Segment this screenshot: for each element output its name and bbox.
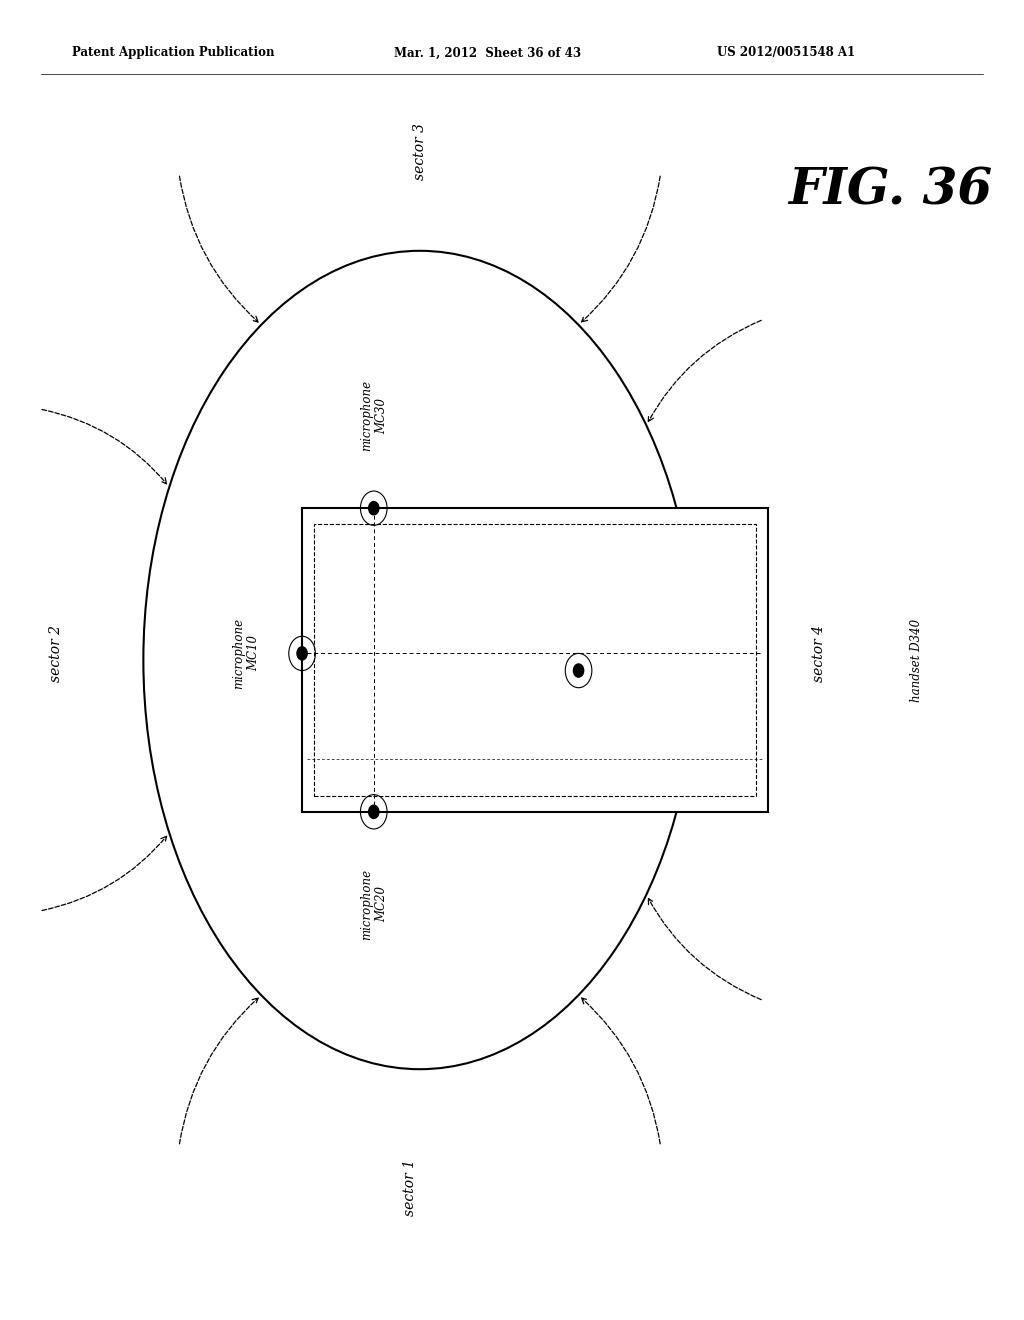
Text: microphone
MC40: microphone MC40 [641,635,670,706]
Bar [302,508,768,812]
Text: microphone
MC30: microphone MC30 [359,380,388,451]
Circle shape [297,647,307,660]
Text: sector 4: sector 4 [812,624,826,682]
Text: Mar. 1, 2012  Sheet 36 of 43: Mar. 1, 2012 Sheet 36 of 43 [394,46,582,59]
Text: microphone
MC10: microphone MC10 [231,618,260,689]
Text: sector 3: sector 3 [413,123,427,181]
Text: handset D340: handset D340 [910,619,923,701]
Circle shape [573,664,584,677]
Text: sector 1: sector 1 [402,1159,417,1217]
Circle shape [369,502,379,515]
Text: Patent Application Publication: Patent Application Publication [72,46,274,59]
Text: FIG. 36: FIG. 36 [788,166,992,216]
Text: US 2012/0051548 A1: US 2012/0051548 A1 [717,46,855,59]
Bar [314,524,756,796]
Text: sector 2: sector 2 [49,624,63,682]
Text: microphone
MC20: microphone MC20 [359,869,388,940]
Circle shape [369,805,379,818]
